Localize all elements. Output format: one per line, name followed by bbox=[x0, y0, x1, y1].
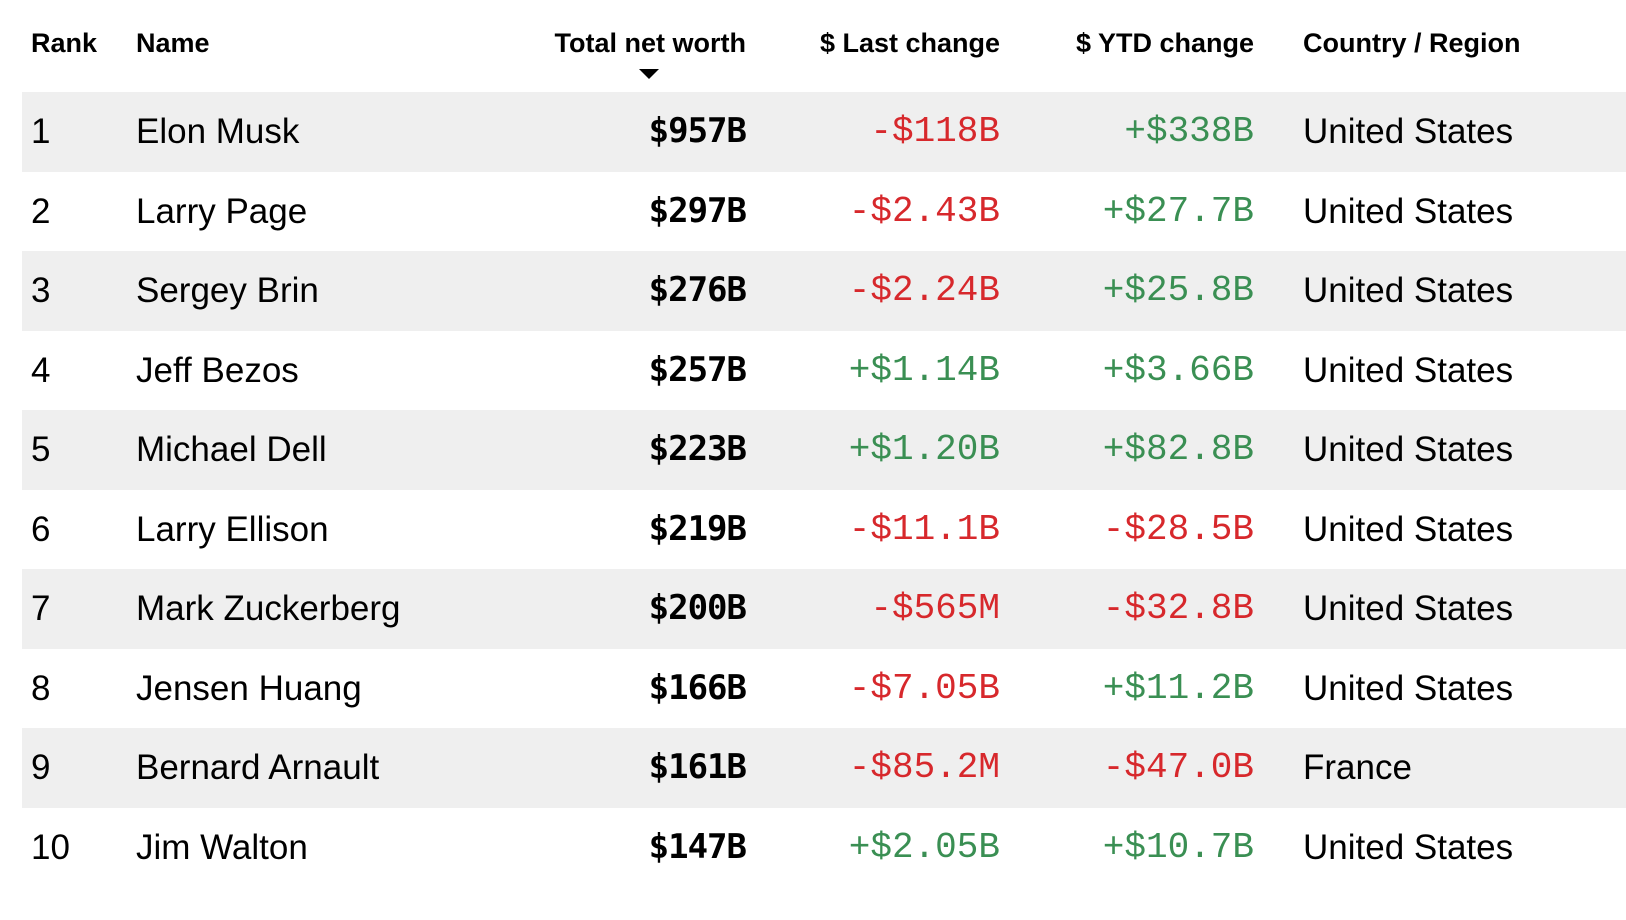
ytd-change-cell: -$47.0B bbox=[1102, 747, 1254, 788]
net-worth-cell: $147B bbox=[648, 826, 747, 867]
billionaires-table: Rank Name Total net worth $ Last change … bbox=[22, 0, 1626, 887]
caret-down-icon[interactable] bbox=[639, 69, 659, 79]
last-change-cell: +$1.20B bbox=[848, 429, 1000, 470]
table-row[interactable]: 6 Larry Ellison $219B -$11.1B -$28.5B Un… bbox=[22, 490, 1626, 570]
last-change-cell: +$2.05B bbox=[848, 826, 1000, 868]
net-worth-cell: $223B bbox=[648, 429, 747, 469]
country-cell: United States bbox=[1303, 271, 1514, 310]
ytd-change-cell: -$28.5B bbox=[1102, 508, 1254, 550]
ytd-change-cell: +$10.7B bbox=[1102, 826, 1254, 868]
ytd-change-cell: -$32.8B bbox=[1102, 588, 1254, 629]
last-change-cell: -$85.2M bbox=[848, 747, 1000, 788]
name-cell[interactable]: Larry Page bbox=[136, 191, 308, 231]
header-last-change[interactable]: $ Last change bbox=[819, 28, 1000, 58]
name-cell[interactable]: Larry Ellison bbox=[136, 509, 329, 549]
rank-cell: 9 bbox=[31, 748, 51, 787]
net-worth-cell: $957B bbox=[648, 111, 747, 151]
header-name[interactable]: Name bbox=[136, 28, 210, 58]
rank-cell: 5 bbox=[31, 430, 51, 469]
country-cell: United States bbox=[1303, 350, 1514, 390]
name-cell[interactable]: Sergey Brin bbox=[136, 271, 319, 310]
rank-cell: 4 bbox=[31, 350, 51, 390]
country-cell: United States bbox=[1303, 668, 1514, 708]
net-worth-cell: $276B bbox=[648, 270, 747, 310]
table-row[interactable]: 2 Larry Page $297B -$2.43B +$27.7B Unite… bbox=[22, 172, 1626, 252]
name-cell[interactable]: Elon Musk bbox=[136, 112, 300, 151]
last-change-cell: +$1.14B bbox=[848, 349, 1000, 391]
ytd-change-cell: +$27.7B bbox=[1102, 190, 1254, 232]
table-row[interactable]: 1 Elon Musk $957B -$118B +$338B United S… bbox=[22, 92, 1626, 172]
net-worth-cell: $219B bbox=[648, 508, 747, 549]
rank-cell: 1 bbox=[31, 112, 51, 151]
rank-cell: 7 bbox=[31, 589, 51, 628]
ytd-change-cell: +$338B bbox=[1124, 111, 1254, 152]
name-cell[interactable]: Mark Zuckerberg bbox=[136, 589, 401, 628]
table-header: Rank Name Total net worth $ Last change … bbox=[22, 0, 1626, 92]
rank-cell: 10 bbox=[31, 827, 70, 867]
net-worth-cell: $297B bbox=[648, 190, 747, 231]
name-cell[interactable]: Jensen Huang bbox=[136, 668, 362, 708]
country-cell: France bbox=[1303, 748, 1412, 787]
last-change-cell: -$118B bbox=[870, 111, 1000, 152]
net-worth-cell: $257B bbox=[648, 349, 747, 390]
rank-cell: 3 bbox=[31, 271, 51, 310]
ytd-change-cell: +$25.8B bbox=[1102, 270, 1254, 311]
table-row[interactable]: 10 Jim Walton $147B +$2.05B +$10.7B Unit… bbox=[22, 808, 1626, 888]
name-cell[interactable]: Michael Dell bbox=[136, 430, 327, 469]
name-cell[interactable]: Jim Walton bbox=[136, 827, 308, 867]
table-row[interactable]: 4 Jeff Bezos $257B +$1.14B +$3.66B Unite… bbox=[22, 331, 1626, 411]
net-worth-cell: $200B bbox=[648, 588, 747, 628]
last-change-cell: -$565M bbox=[870, 588, 1000, 629]
rank-cell: 8 bbox=[31, 668, 51, 708]
table-row[interactable]: 3 Sergey Brin $276B -$2.24B +$25.8B Unit… bbox=[22, 251, 1626, 331]
rank-cell: 2 bbox=[31, 191, 51, 231]
country-cell: United States bbox=[1303, 509, 1514, 549]
last-change-cell: -$2.43B bbox=[848, 190, 1000, 232]
table-row[interactable]: 5 Michael Dell $223B +$1.20B +$82.8B Uni… bbox=[22, 410, 1626, 490]
country-cell: United States bbox=[1303, 112, 1514, 151]
net-worth-cell: $161B bbox=[648, 747, 747, 787]
ytd-change-cell: +$3.66B bbox=[1102, 349, 1254, 391]
table-row[interactable]: 9 Bernard Arnault $161B -$85.2M -$47.0B … bbox=[22, 728, 1626, 808]
ytd-change-cell: +$11.2B bbox=[1102, 667, 1254, 709]
table-row[interactable]: 8 Jensen Huang $166B -$7.05B +$11.2B Uni… bbox=[22, 649, 1626, 729]
last-change-cell: -$7.05B bbox=[848, 667, 1000, 709]
ytd-change-cell: +$82.8B bbox=[1102, 429, 1254, 470]
country-cell: United States bbox=[1303, 589, 1514, 628]
name-cell[interactable]: Jeff Bezos bbox=[136, 350, 299, 390]
net-worth-cell: $166B bbox=[648, 667, 747, 708]
last-change-cell: -$11.1B bbox=[848, 508, 1000, 550]
last-change-cell: -$2.24B bbox=[848, 270, 1000, 311]
name-cell[interactable]: Bernard Arnault bbox=[136, 748, 380, 787]
rank-cell: 6 bbox=[31, 509, 51, 549]
header-ytd-change[interactable]: $ YTD change bbox=[1075, 28, 1254, 58]
header-country-region[interactable]: Country / Region bbox=[1303, 28, 1521, 58]
header-rank[interactable]: Rank bbox=[31, 28, 98, 58]
country-cell: United States bbox=[1303, 430, 1514, 469]
country-cell: United States bbox=[1303, 191, 1514, 231]
header-total-net-worth[interactable]: Total net worth bbox=[554, 28, 746, 58]
table-row[interactable]: 7 Mark Zuckerberg $200B -$565M -$32.8B U… bbox=[22, 569, 1626, 649]
country-cell: United States bbox=[1303, 827, 1514, 867]
